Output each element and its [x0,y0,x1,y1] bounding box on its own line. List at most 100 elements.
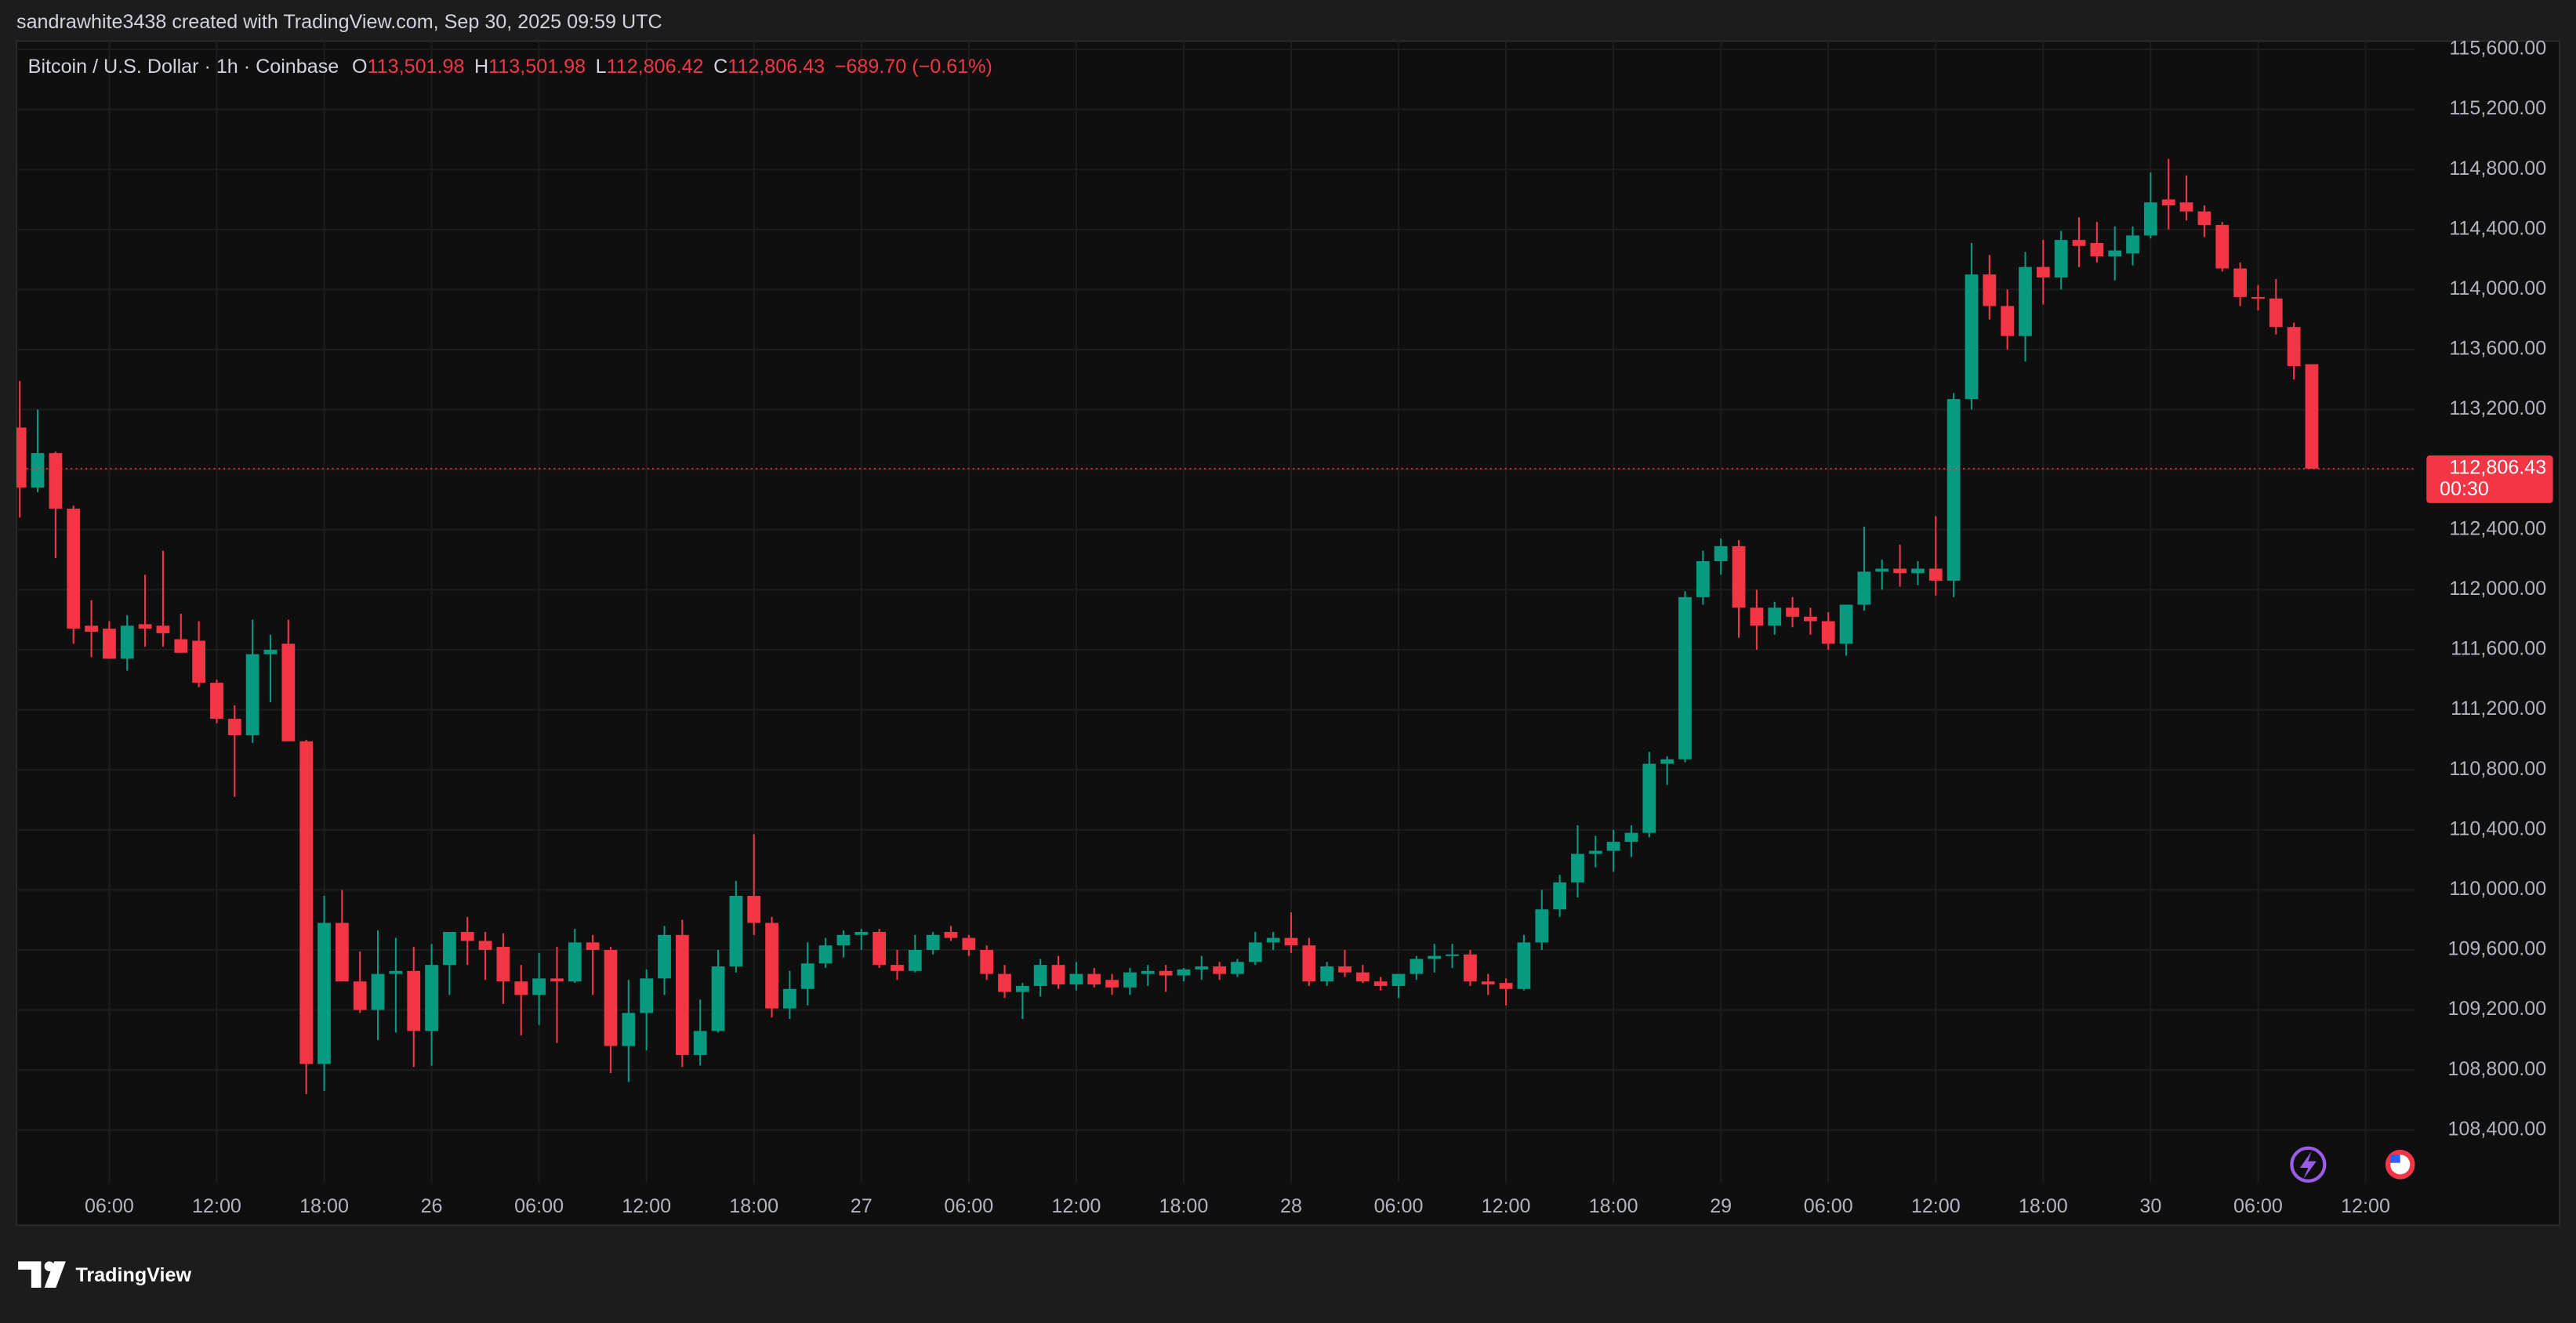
symbol-title: Bitcoin / U.S. Dollar · 1h · Coinbase [28,56,339,78]
legend-label: L [596,56,607,78]
y-tick-label: 108,800.00 [2447,1058,2546,1080]
countdown-label: 00:30 [2440,478,2489,500]
candle-body [1947,399,1961,581]
candle-body [1069,973,1083,985]
candle-body [2072,240,2086,246]
candle-body [1571,854,1584,883]
candle-body [210,683,223,719]
legend-value: 113,501.98 [368,56,465,78]
candle-body [1141,970,1155,974]
candle-body [1678,596,1692,759]
candle-body [1159,970,1173,976]
candle-body [67,508,81,629]
candle-body [1893,568,1907,574]
candle-body [138,624,152,629]
candle-body [2090,242,2104,257]
candle-body [1875,568,1889,572]
candle-body [1857,571,1871,605]
y-tick-label: 109,200.00 [2447,998,2546,1020]
chart-header: Bitcoin / U.S. Dollar · 1h · Coinbase O11… [28,56,992,78]
candle-body [2036,266,2050,278]
y-tick-label: 110,800.00 [2449,758,2546,780]
candle-body [2269,298,2283,328]
candle-body [156,625,170,633]
x-tick-label: 26 [421,1195,443,1217]
legend-value: 112,806.43 [727,56,825,78]
x-tick-label: 12:00 [1051,1195,1101,1217]
candle-body [980,949,994,974]
x-tick-label: 18:00 [299,1195,349,1217]
y-tick-label: 112,000.00 [2449,578,2546,600]
y-tick-label: 115,600.00 [2449,38,2546,60]
candle-body [1177,969,1191,976]
candle-body [1928,568,1943,581]
chart-frame [15,40,2561,1227]
candle-body [693,1031,707,1056]
candle-body [568,942,582,982]
x-tick-label: 06:00 [1374,1195,1424,1217]
x-tick-label: 29 [1710,1195,1732,1217]
candle-body [1624,832,1638,843]
y-tick-label: 111,200.00 [2451,698,2546,719]
candle-body [227,719,241,736]
x-tick-label: 06:00 [514,1195,564,1217]
x-tick-label: 12:00 [192,1195,241,1217]
alert-icon[interactable] [2290,1146,2327,1183]
watermark: sandrawhite3438 created with TradingView… [16,11,662,33]
candle-body [478,941,492,950]
x-tick-label: 06:00 [2233,1195,2283,1217]
candle-body [1517,942,1531,989]
candle-body [1338,966,1351,973]
candle-body [2144,202,2157,236]
logo-dot [44,1261,55,1271]
candle-body [1213,966,1226,974]
x-tick-label: 06:00 [85,1195,134,1217]
candle-body [818,945,833,964]
candle-body [2305,364,2319,469]
brand-logo [18,1261,66,1288]
candle-body [2001,306,2015,336]
candle-body [1535,909,1549,943]
x-tick-label: 30 [2139,1195,2161,1217]
candle-body [192,640,206,683]
candle-body [854,932,869,935]
candle-body [1087,973,1101,985]
candle-body [586,942,600,950]
candle-body [2215,224,2230,269]
candle-body [604,949,618,1046]
candle-body [1410,959,1424,974]
candle-body [1284,937,1298,946]
last-price-label: 112,806.43 [2449,457,2546,479]
candle-body [1195,966,1209,970]
candle-body [263,649,278,654]
candle-body [926,934,940,950]
candle-body [1911,568,1925,574]
candle-body [711,966,725,1031]
candle-body [1320,966,1334,982]
candle-body [962,937,976,950]
candle-body [425,965,438,1031]
candle-body [944,932,958,938]
x-tick-label: 06:00 [944,1195,993,1217]
candle-body [120,625,134,659]
candle-body [2126,235,2139,254]
candle-body [49,453,63,509]
x-tick-label: 18:00 [1159,1195,1208,1217]
candle-body [245,654,259,736]
candle-body [550,978,564,982]
candle-body [1373,981,1388,986]
candle-body [174,639,188,653]
candle-body [299,741,314,1064]
candle-body [998,973,1011,992]
candle-body [1499,983,1513,989]
candle-body [765,922,778,1009]
candle-body [1015,985,1029,992]
y-tick-label: 114,400.00 [2449,217,2546,239]
candle-body [1660,759,1674,764]
candle-body [407,970,421,1031]
candle-body [1481,981,1495,985]
x-tick-label: 27 [851,1195,873,1217]
candle-body [1355,972,1370,982]
candle-body [1714,546,1728,561]
candle-body [2287,327,2301,367]
